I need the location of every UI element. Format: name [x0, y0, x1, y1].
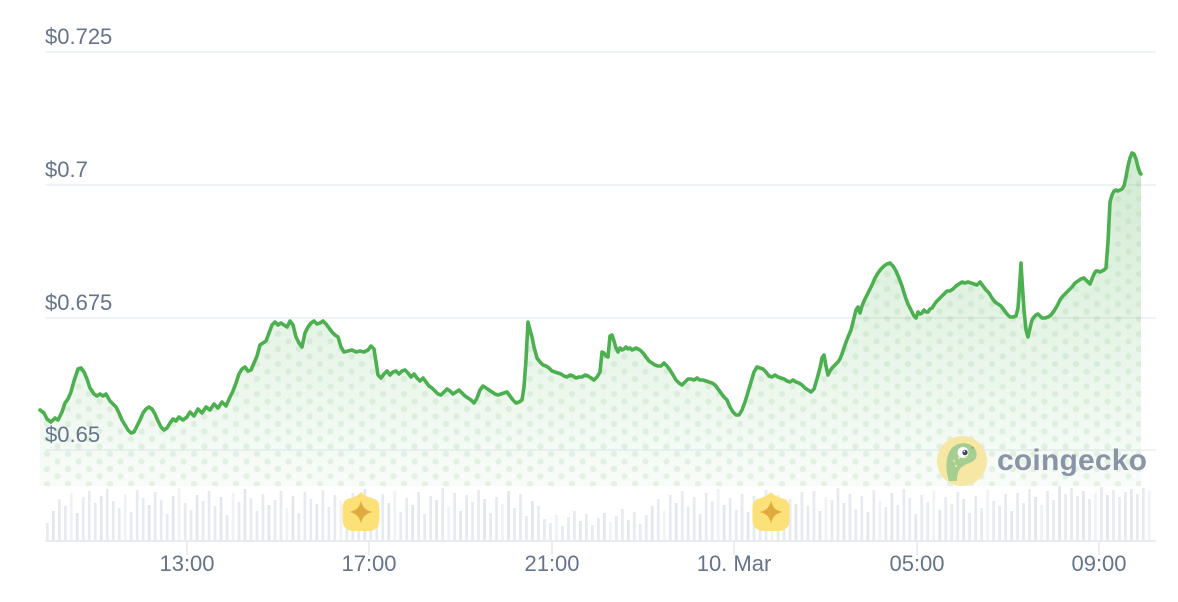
y-axis-label: $0.675 [45, 290, 113, 315]
y-axis-label: $0.65 [45, 422, 101, 447]
y-axis-label: $0.7 [45, 157, 88, 182]
x-axis-line [45, 540, 1156, 555]
sparkle-badge[interactable] [752, 492, 790, 531]
sparkle-star-icon [759, 500, 783, 524]
y-axis-label: $0.725 [45, 24, 113, 49]
x-axis-label: 13:00 [159, 551, 215, 576]
coingecko-watermark: coingecko [936, 435, 1147, 487]
x-axis-label: 05:00 [889, 551, 945, 576]
price-area-fill [40, 153, 1141, 486]
volume-bars [46, 486, 1151, 541]
coingecko-watermark-text: coingecko [997, 444, 1148, 477]
price-line [38, 151, 1143, 435]
sparkle-star-icon [349, 500, 373, 524]
coingecko-gecko-icon [937, 436, 987, 486]
x-axis-label: 17:00 [341, 551, 397, 576]
x-axis-label: 09:00 [1071, 551, 1127, 576]
x-axis-label: 21:00 [524, 551, 580, 576]
sparkle-badge[interactable] [342, 492, 380, 531]
x-axis-label: 10. Mar [696, 551, 772, 576]
